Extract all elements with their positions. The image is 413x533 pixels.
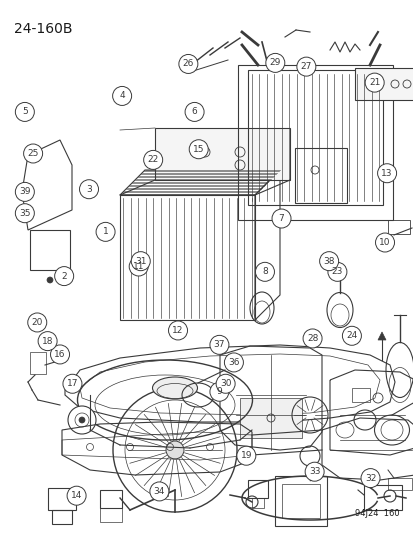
Text: 32: 32 [364, 474, 375, 482]
Circle shape [224, 353, 243, 372]
Text: 22: 22 [147, 156, 159, 164]
Text: 19: 19 [240, 451, 252, 460]
Text: 25: 25 [27, 149, 39, 158]
Circle shape [327, 262, 346, 281]
Text: 27: 27 [300, 62, 311, 71]
Text: 20: 20 [31, 318, 43, 327]
Text: 26: 26 [182, 60, 194, 68]
Circle shape [375, 233, 394, 252]
Circle shape [189, 140, 208, 159]
Text: 28: 28 [306, 334, 318, 343]
Ellipse shape [68, 406, 96, 434]
Circle shape [24, 144, 43, 163]
Circle shape [55, 266, 74, 286]
Text: 1: 1 [102, 228, 108, 236]
Circle shape [112, 86, 131, 106]
Circle shape [178, 54, 197, 74]
Circle shape [209, 335, 228, 354]
Polygon shape [154, 128, 289, 180]
Text: 33: 33 [308, 467, 320, 476]
Circle shape [255, 262, 274, 281]
Circle shape [304, 462, 323, 481]
Text: 38: 38 [323, 257, 334, 265]
Circle shape [342, 326, 361, 345]
Circle shape [236, 446, 255, 465]
Text: 30: 30 [219, 379, 231, 388]
Circle shape [15, 102, 34, 122]
Circle shape [28, 313, 47, 332]
Circle shape [377, 164, 396, 183]
Text: 6: 6 [191, 108, 197, 116]
Circle shape [67, 486, 86, 505]
Circle shape [96, 222, 115, 241]
Text: 7: 7 [278, 214, 284, 223]
Text: 36: 36 [228, 358, 239, 367]
Circle shape [209, 382, 228, 401]
Circle shape [302, 329, 321, 348]
Circle shape [319, 252, 338, 271]
Text: 17: 17 [66, 379, 78, 388]
FancyBboxPatch shape [240, 398, 301, 438]
Circle shape [79, 180, 98, 199]
Text: 2: 2 [61, 272, 67, 280]
Text: 14: 14 [71, 491, 82, 500]
Text: 15: 15 [192, 145, 204, 154]
Text: 16: 16 [54, 350, 66, 359]
Circle shape [129, 257, 148, 276]
Text: 11: 11 [133, 262, 144, 271]
Circle shape [63, 374, 82, 393]
Circle shape [216, 374, 235, 393]
Ellipse shape [152, 377, 197, 399]
Polygon shape [377, 332, 385, 340]
Circle shape [185, 102, 204, 122]
Text: 18: 18 [42, 337, 53, 345]
Text: 12: 12 [172, 326, 183, 335]
Circle shape [168, 321, 187, 340]
Text: 34: 34 [153, 487, 165, 496]
Text: 39: 39 [19, 188, 31, 196]
Circle shape [296, 57, 315, 76]
Circle shape [166, 441, 183, 459]
Text: 24: 24 [345, 332, 357, 340]
Text: 94J24  160: 94J24 160 [354, 509, 399, 518]
Text: 35: 35 [19, 209, 31, 217]
Text: 23: 23 [331, 268, 342, 276]
Circle shape [150, 482, 169, 501]
Circle shape [47, 277, 53, 283]
Circle shape [364, 73, 383, 92]
Text: 13: 13 [380, 169, 392, 177]
Circle shape [360, 469, 379, 488]
Circle shape [15, 182, 34, 201]
Text: 9: 9 [216, 387, 222, 396]
Text: 10: 10 [378, 238, 390, 247]
Ellipse shape [79, 417, 85, 423]
Circle shape [143, 150, 162, 169]
Circle shape [131, 252, 150, 271]
Text: 4: 4 [119, 92, 125, 100]
Circle shape [271, 209, 290, 228]
FancyBboxPatch shape [354, 68, 413, 100]
Text: 37: 37 [213, 341, 225, 349]
Text: 21: 21 [368, 78, 380, 87]
Text: 8: 8 [261, 268, 267, 276]
Text: 29: 29 [269, 59, 280, 67]
Circle shape [265, 53, 284, 72]
Text: 5: 5 [22, 108, 28, 116]
Circle shape [38, 332, 57, 351]
Text: 3: 3 [86, 185, 92, 193]
Circle shape [15, 204, 34, 223]
Circle shape [50, 345, 69, 364]
Text: 31: 31 [135, 257, 146, 265]
Text: 24-160B: 24-160B [14, 22, 72, 36]
